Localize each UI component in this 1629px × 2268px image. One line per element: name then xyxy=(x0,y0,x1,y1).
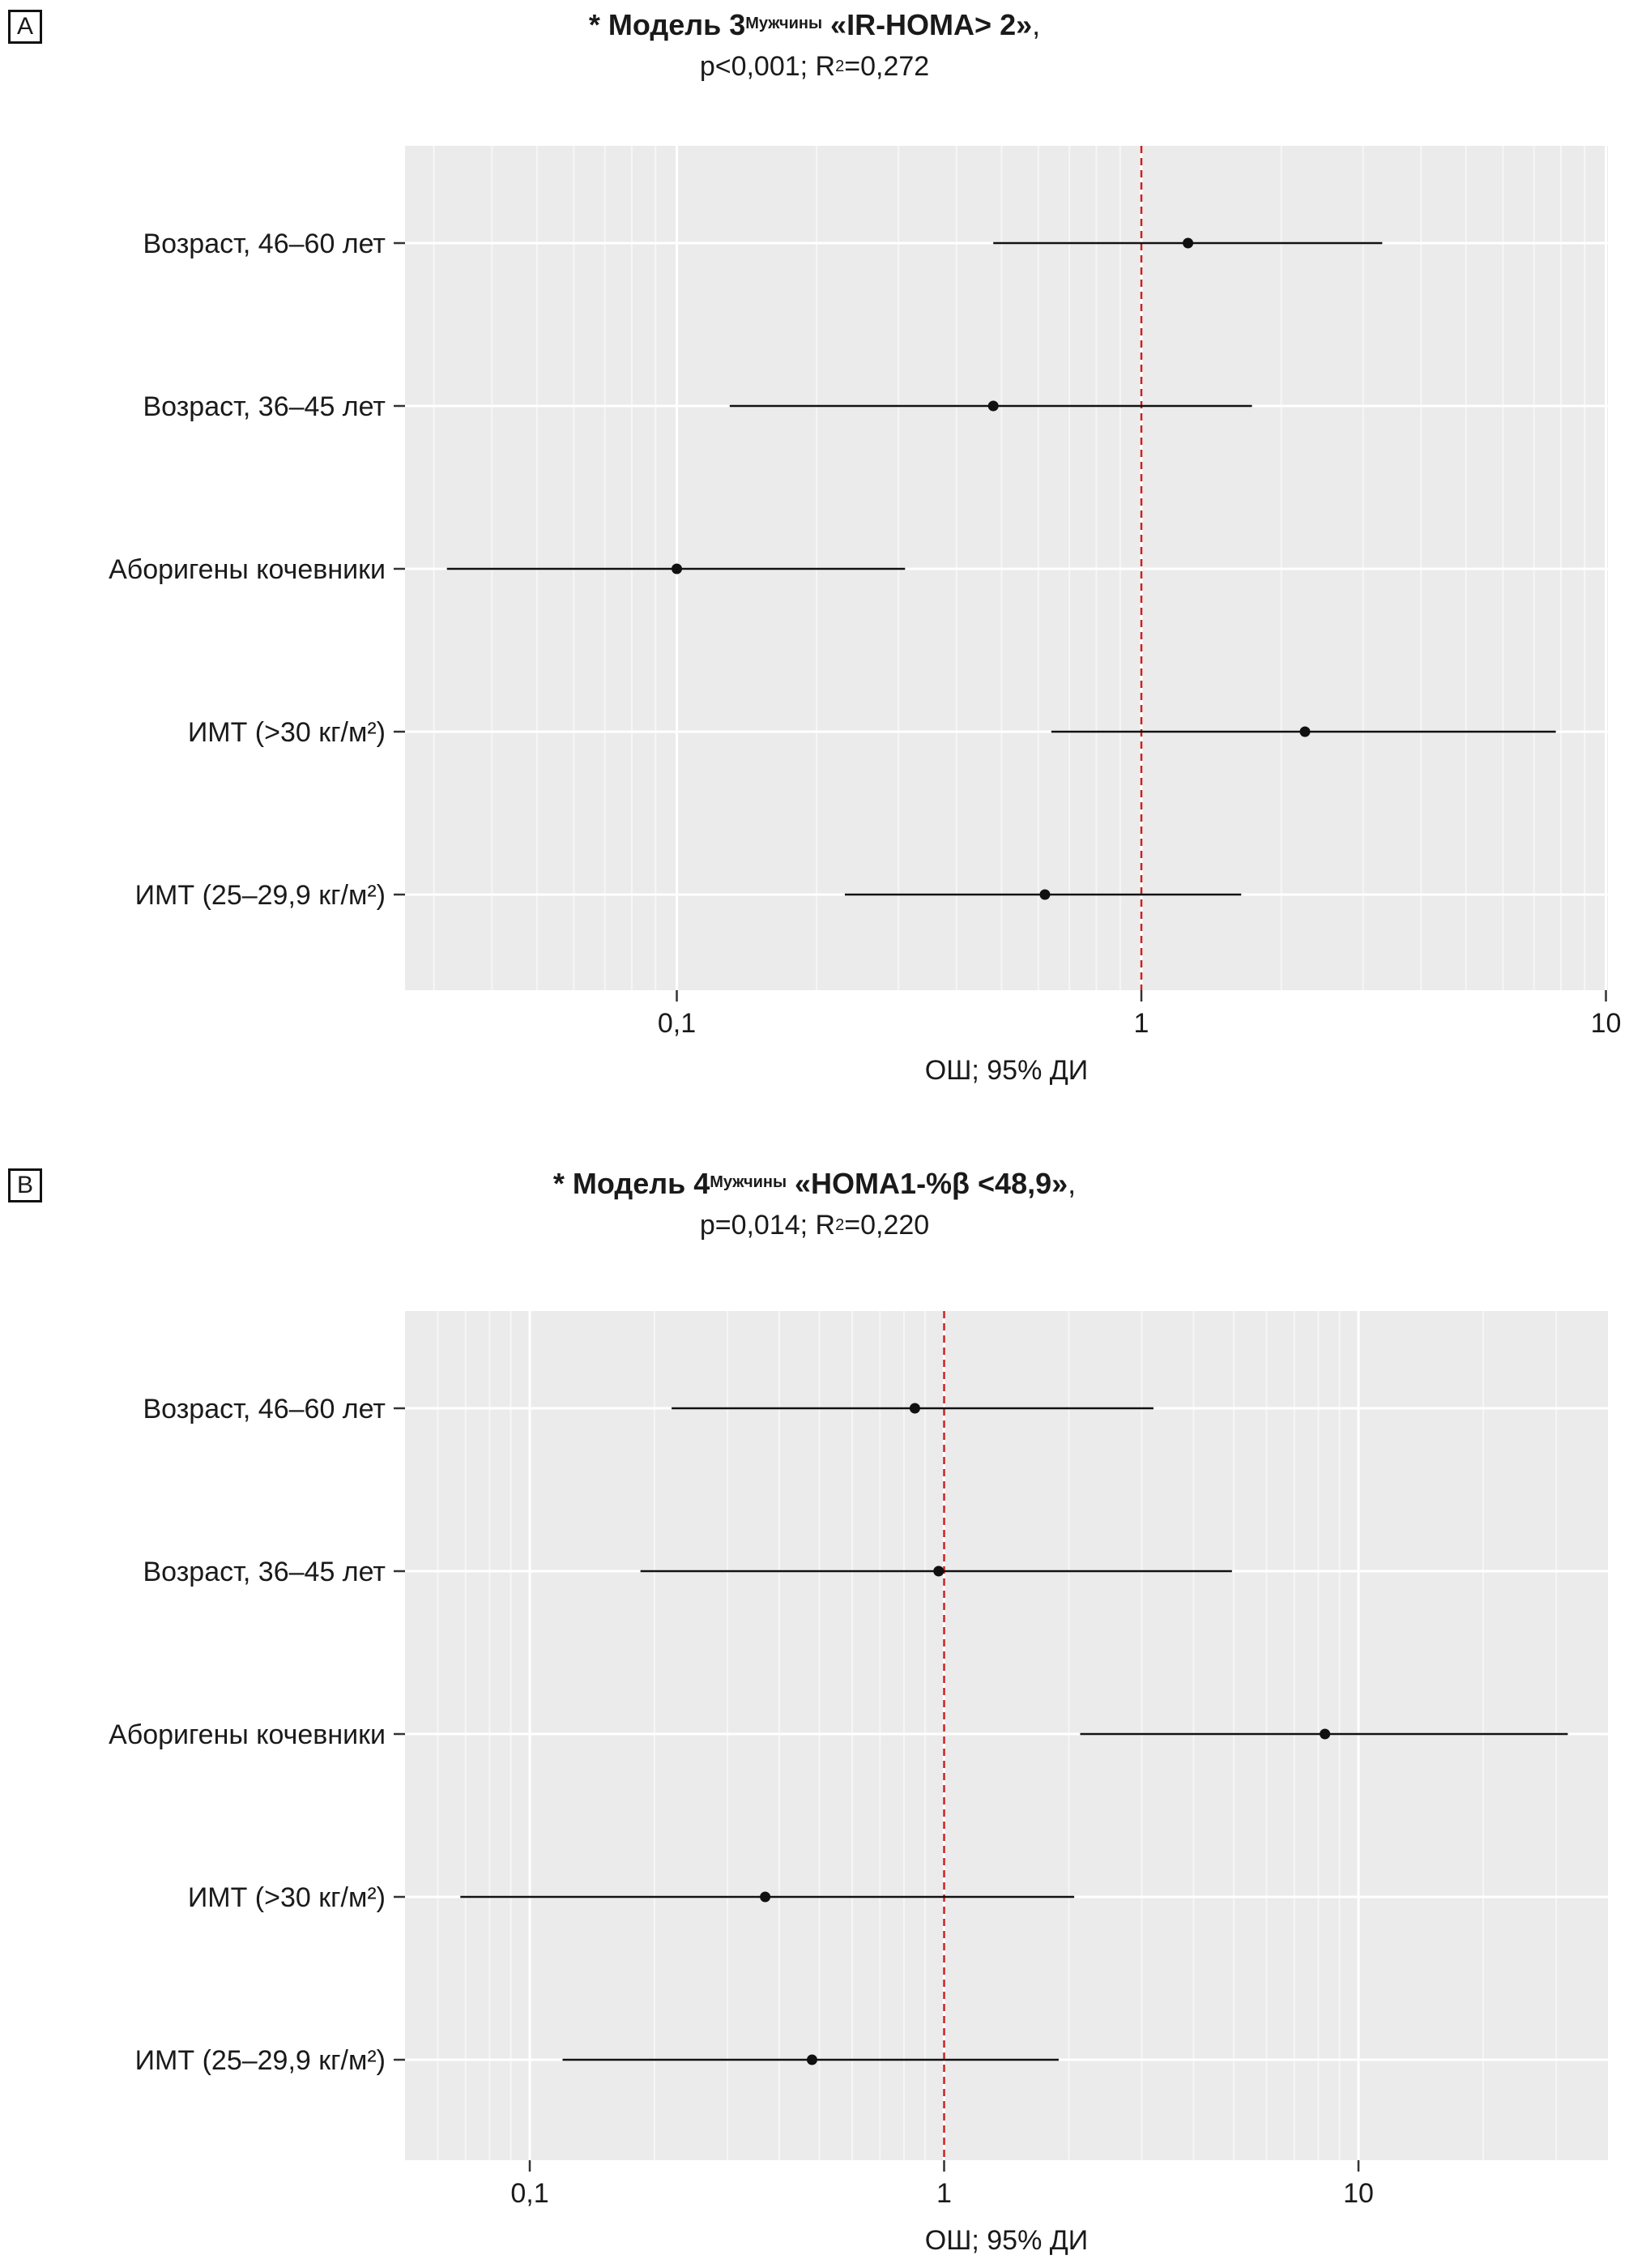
or-point xyxy=(760,1891,771,1903)
panel-label: B xyxy=(8,1168,42,1202)
forest-plot-b: Возраст, 46–60 лет Возраст, 36–45 лет Абор… xyxy=(109,1311,1608,2256)
chart-title-prefix: * Модель 3 xyxy=(588,8,746,41)
x-tick-label: 10 xyxy=(1591,1008,1622,1039)
row-label: ИМТ (>30 кг/м²) xyxy=(188,1882,386,1913)
row-label: Аборигены кочевники xyxy=(109,554,386,585)
x-tick-label: 10 xyxy=(1343,2178,1374,2209)
subtitle-before: p<0,001; R xyxy=(699,51,836,82)
x-axis-title: ОШ; 95% ДИ xyxy=(925,1055,1088,1086)
row-label: Возраст, 46–60 лет xyxy=(143,1394,386,1424)
row-label: Возраст, 46–60 лет xyxy=(143,229,386,259)
chart-title: * Модель 4Мужчины «HOMA1-%β <48,9», xyxy=(0,1164,1629,1204)
or-point xyxy=(1299,726,1311,737)
or-point xyxy=(1039,889,1051,900)
panel-label: A xyxy=(8,10,42,44)
or-point xyxy=(672,563,683,574)
chart-title-prefix: * Модель 4 xyxy=(552,1167,710,1200)
chart-title-superscript: Мужчины xyxy=(745,15,823,32)
chart-title-end: , xyxy=(1068,1167,1077,1200)
chart-panel-a: A * Модель 3Мужчины «IR-HOMA> 2», p<0,00… xyxy=(0,5,1629,1086)
subtitle-sup: 2 xyxy=(835,58,845,75)
row-label: ИМТ (25–29,9 кг/м²) xyxy=(135,2045,386,2076)
row-label: Возраст, 36–45 лет xyxy=(143,1557,386,1587)
chart-subtitle: p<0,001; R2=0,272 xyxy=(0,47,1629,86)
row-label: Аборигены кочевники xyxy=(109,1719,386,1750)
chart-subtitle: p=0,014; R2=0,220 xyxy=(0,1206,1629,1245)
x-tick-label: 1 xyxy=(936,2178,952,2209)
forest-plot-a: Возраст, 46–60 лет Возраст, 36–45 лет Абор… xyxy=(109,146,1622,1086)
row-label: Возраст, 36–45 лет xyxy=(143,391,386,422)
plot-background xyxy=(405,1311,1608,2160)
subtitle-after: =0,220 xyxy=(844,1210,930,1241)
x-tick-label: 0,1 xyxy=(510,2178,548,2209)
or-point xyxy=(1183,237,1194,249)
or-point xyxy=(1320,1728,1331,1740)
chart-title: * Модель 3Мужчины «IR-HOMA> 2», xyxy=(0,5,1629,45)
row-label: ИМТ (25–29,9 кг/м²) xyxy=(135,880,386,911)
x-axis-title: ОШ; 95% ДИ xyxy=(925,2225,1088,2256)
or-point xyxy=(933,1565,945,1577)
chart-title-suffix: «IR-HOMA> 2» xyxy=(822,8,1033,41)
subtitle-after: =0,272 xyxy=(844,51,930,82)
chart-title-end: , xyxy=(1032,8,1041,41)
chart-panel-b: B * Модель 4Мужчины «HOMA1-%β <48,9», p=… xyxy=(0,1159,1629,2268)
subtitle-before: p=0,014; R xyxy=(699,1210,836,1241)
chart-title-superscript: Мужчины xyxy=(710,1173,787,1191)
chart-title-suffix: «HOMA1-%β <48,9» xyxy=(787,1167,1068,1200)
subtitle-sup: 2 xyxy=(835,1216,845,1234)
or-point xyxy=(987,400,999,412)
or-point xyxy=(909,1403,920,1414)
or-point xyxy=(806,2054,817,2065)
x-tick-label: 1 xyxy=(1134,1008,1149,1039)
x-tick-label: 0,1 xyxy=(658,1008,696,1039)
row-label: ИМТ (>30 кг/м²) xyxy=(188,717,386,748)
